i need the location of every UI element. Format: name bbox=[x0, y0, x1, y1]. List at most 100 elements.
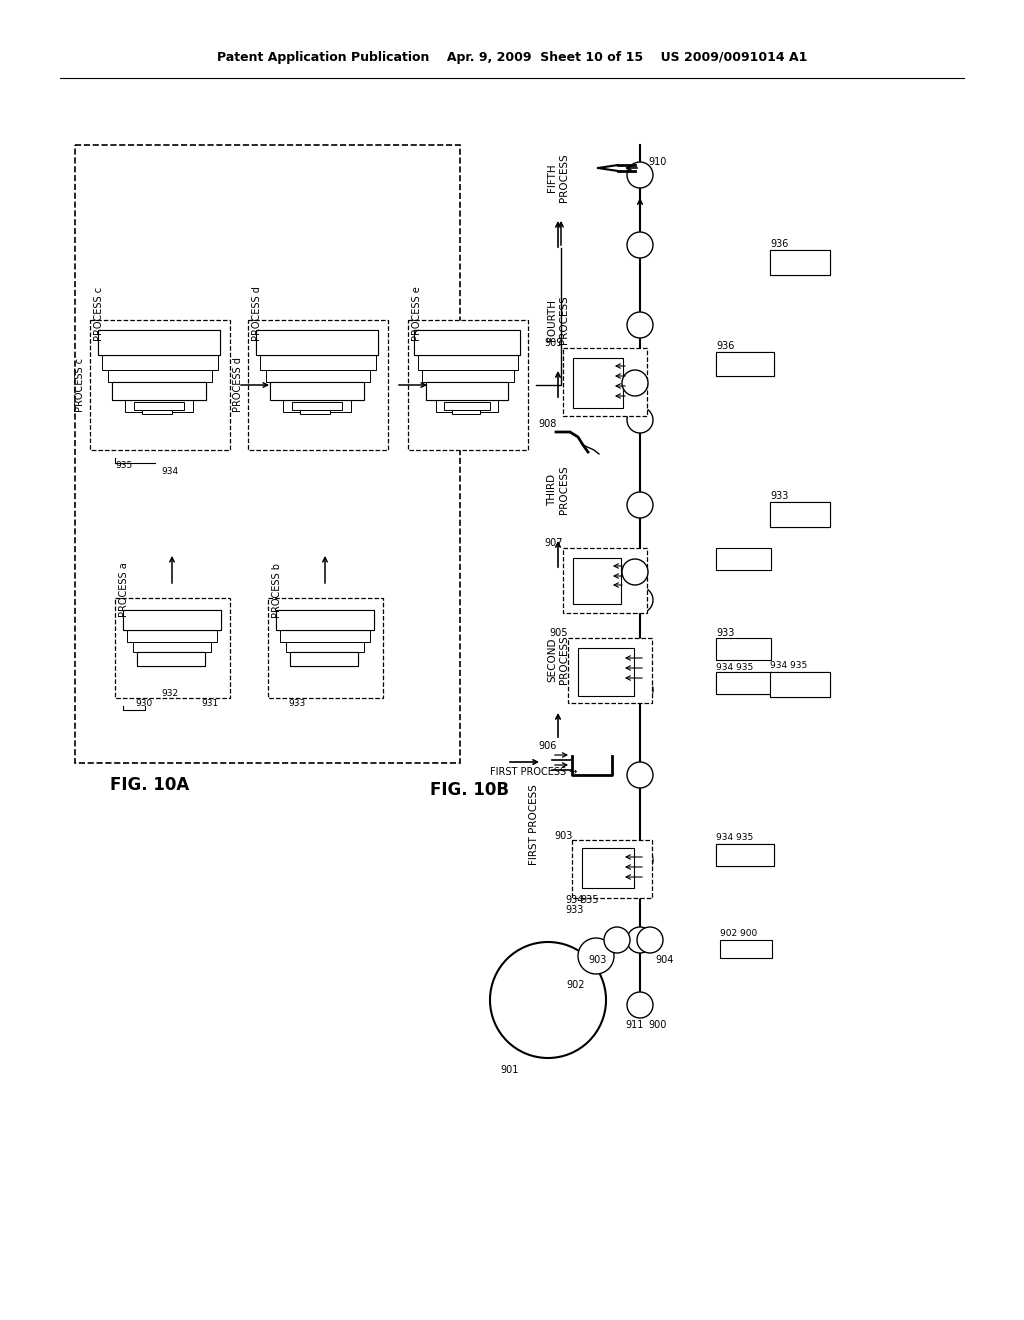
Bar bbox=[716, 352, 774, 376]
Bar bbox=[568, 638, 652, 704]
Bar bbox=[75, 145, 460, 763]
Bar bbox=[270, 381, 364, 400]
Bar bbox=[260, 355, 376, 370]
Bar bbox=[276, 610, 374, 630]
Bar bbox=[770, 249, 830, 275]
Bar bbox=[563, 548, 647, 612]
Bar bbox=[256, 330, 378, 355]
Text: 907: 907 bbox=[545, 539, 563, 548]
Text: 909: 909 bbox=[545, 338, 563, 348]
Bar bbox=[266, 370, 370, 381]
Bar bbox=[102, 355, 218, 370]
Circle shape bbox=[627, 407, 653, 433]
Bar bbox=[716, 672, 771, 694]
Bar bbox=[563, 348, 647, 416]
Bar bbox=[137, 652, 205, 667]
Bar bbox=[770, 249, 830, 275]
Text: 906: 906 bbox=[539, 741, 557, 751]
Text: 934 935: 934 935 bbox=[716, 833, 754, 842]
Bar bbox=[716, 672, 771, 694]
Bar bbox=[422, 370, 514, 381]
Bar bbox=[311, 663, 335, 667]
Circle shape bbox=[622, 558, 648, 585]
Text: 934: 934 bbox=[162, 467, 178, 477]
Text: 931: 931 bbox=[202, 698, 219, 708]
Bar bbox=[283, 392, 351, 412]
Bar bbox=[115, 598, 230, 698]
Text: PROCESS b: PROCESS b bbox=[272, 562, 282, 618]
Bar bbox=[142, 411, 172, 414]
Bar bbox=[268, 598, 383, 698]
Bar bbox=[414, 330, 520, 355]
Bar bbox=[408, 319, 528, 450]
Bar bbox=[300, 411, 330, 414]
Bar bbox=[112, 381, 206, 400]
Bar bbox=[125, 392, 193, 412]
Bar bbox=[582, 847, 634, 888]
Circle shape bbox=[604, 927, 630, 953]
Circle shape bbox=[627, 993, 653, 1018]
Text: PROCESS c: PROCESS c bbox=[94, 286, 104, 341]
Text: 905: 905 bbox=[550, 628, 568, 638]
Bar bbox=[573, 358, 623, 408]
Circle shape bbox=[627, 232, 653, 257]
Bar bbox=[573, 558, 621, 605]
Text: 932: 932 bbox=[162, 689, 178, 697]
Circle shape bbox=[627, 312, 653, 338]
Bar bbox=[770, 502, 830, 527]
Text: 935: 935 bbox=[580, 895, 598, 906]
Bar bbox=[286, 642, 364, 652]
Bar bbox=[572, 840, 652, 898]
Text: SECOND
PROCESS: SECOND PROCESS bbox=[547, 636, 568, 684]
Bar bbox=[426, 381, 508, 400]
Bar bbox=[108, 370, 212, 381]
Bar bbox=[716, 843, 774, 866]
Text: FOURTH
PROCESS: FOURTH PROCESS bbox=[547, 296, 568, 345]
Bar bbox=[444, 403, 490, 411]
Circle shape bbox=[622, 370, 648, 396]
Bar bbox=[716, 843, 774, 866]
Text: PROCESS c: PROCESS c bbox=[75, 358, 85, 412]
Text: 930: 930 bbox=[135, 698, 153, 708]
Text: 935: 935 bbox=[115, 461, 132, 470]
Circle shape bbox=[627, 847, 653, 873]
Circle shape bbox=[627, 492, 653, 517]
Bar bbox=[720, 940, 772, 958]
Text: PROCESS d: PROCESS d bbox=[252, 286, 262, 342]
Circle shape bbox=[627, 677, 653, 704]
Circle shape bbox=[627, 587, 653, 612]
Bar bbox=[578, 648, 634, 696]
Text: FIRST PROCESS →: FIRST PROCESS → bbox=[490, 767, 578, 777]
Bar bbox=[418, 355, 518, 370]
Text: 934 935: 934 935 bbox=[716, 663, 754, 672]
Text: 933: 933 bbox=[288, 698, 305, 708]
Bar bbox=[90, 319, 230, 450]
Circle shape bbox=[627, 162, 653, 187]
Text: 903: 903 bbox=[589, 954, 607, 965]
Text: 936: 936 bbox=[770, 239, 788, 249]
Text: PROCESS d: PROCESS d bbox=[233, 358, 243, 412]
Text: 911: 911 bbox=[625, 1020, 643, 1030]
Bar bbox=[280, 630, 370, 642]
Bar bbox=[770, 502, 830, 527]
Circle shape bbox=[637, 927, 663, 953]
Bar bbox=[303, 660, 343, 667]
Text: 934 935: 934 935 bbox=[770, 661, 807, 671]
Text: FIRST PROCESS: FIRST PROCESS bbox=[529, 784, 539, 866]
Text: 902 900: 902 900 bbox=[720, 928, 758, 937]
Bar bbox=[256, 330, 378, 355]
Text: 933: 933 bbox=[716, 628, 734, 638]
Bar bbox=[134, 403, 184, 411]
Text: FIG. 10B: FIG. 10B bbox=[430, 781, 509, 799]
Text: 900: 900 bbox=[648, 1020, 667, 1030]
Text: 933: 933 bbox=[770, 491, 788, 502]
Bar bbox=[414, 330, 520, 355]
Bar bbox=[292, 403, 342, 411]
Text: 910: 910 bbox=[648, 157, 667, 168]
Bar bbox=[248, 319, 388, 450]
Circle shape bbox=[627, 762, 653, 788]
Text: 904: 904 bbox=[655, 954, 674, 965]
Text: 908: 908 bbox=[539, 418, 557, 429]
Bar bbox=[716, 638, 771, 660]
Text: 936: 936 bbox=[716, 341, 734, 351]
